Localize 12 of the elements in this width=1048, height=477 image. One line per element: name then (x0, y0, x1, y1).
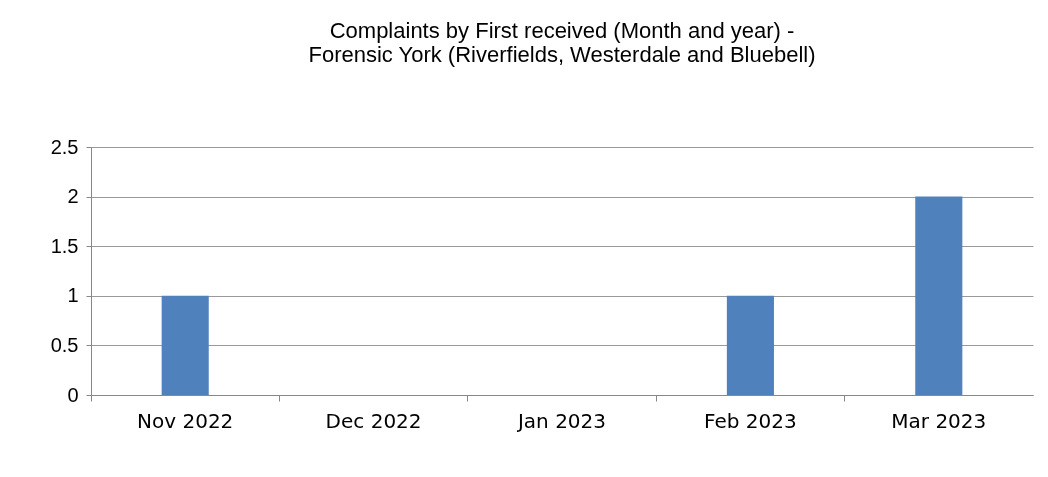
y-tick-label: 1.5 (50, 234, 79, 257)
y-tick-label: 1 (67, 284, 79, 307)
y-tick-label: 0 (67, 383, 79, 406)
y-tick-label: 2.5 (50, 135, 79, 158)
x-tick-label: Dec 2022 (325, 408, 422, 433)
x-tick-label: Nov 2022 (137, 408, 234, 433)
x-tick-label: Mar 2023 (891, 408, 987, 433)
y-tick-label: 2 (67, 185, 79, 208)
x-tick-label: Jan 2023 (515, 408, 607, 433)
chart-title: Complaints by First received (Month and year) - Forensic York (Riverfields, Westerdale and Bluebell) (308, 18, 816, 67)
x-tick-label: Feb 2023 (704, 408, 797, 433)
y-tick-label: 0.5 (50, 333, 79, 356)
